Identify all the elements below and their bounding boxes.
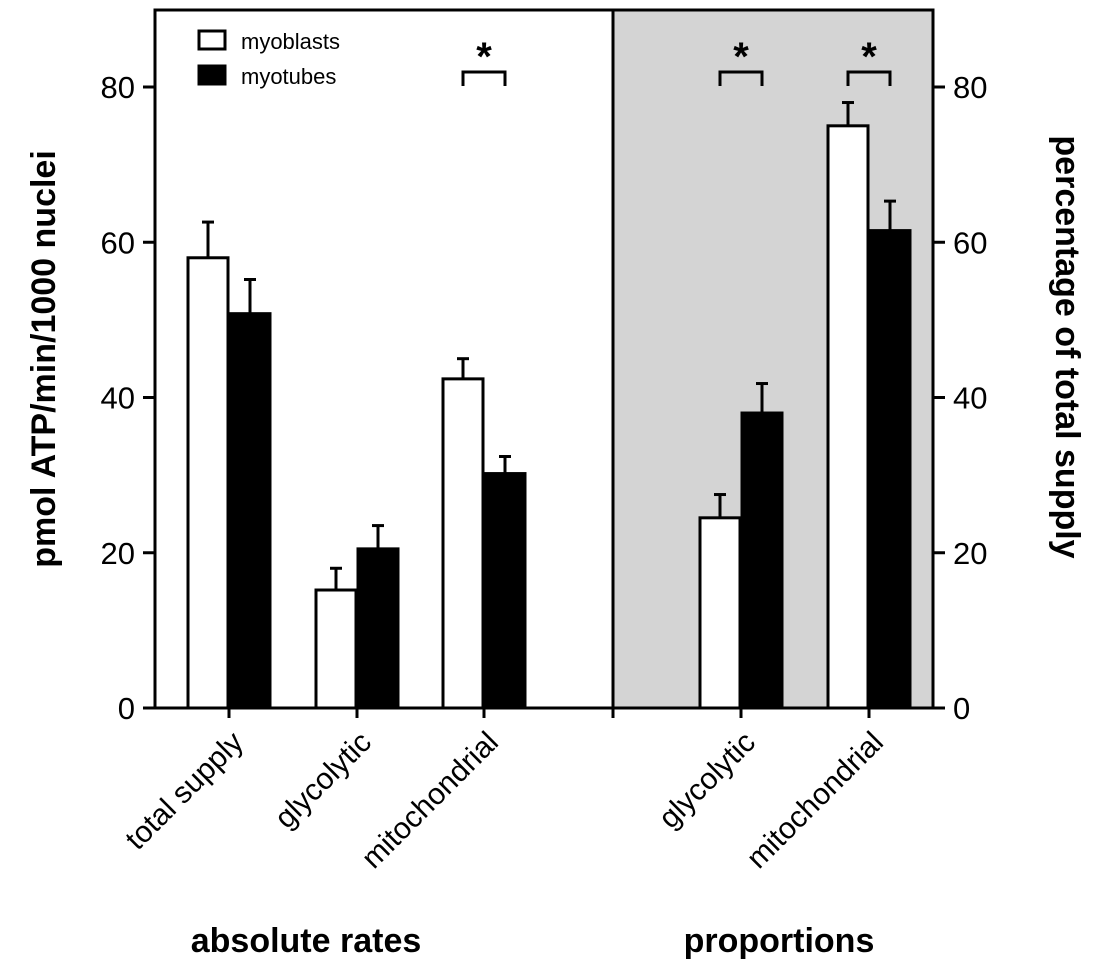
x-label-glycolytic: glycolytic xyxy=(269,726,378,835)
axes-layer: 0 0 20 20 40 40 60 60 80 80 xyxy=(101,8,987,726)
y-left-tick-label-40: 40 xyxy=(101,381,135,416)
bar-proportions-mitochondrial-myotubes xyxy=(868,229,912,710)
bar-proportions-glycolytic-myoblasts xyxy=(698,516,742,710)
bar-proportions-glycolytic-myotubes xyxy=(740,411,784,710)
y-right-axis-title: percentage of total supply xyxy=(1048,135,1086,558)
significance-star-mitochondrial: * xyxy=(476,35,492,79)
y-left-tick-label-20: 20 xyxy=(101,536,135,571)
y-left-tick-label-60: 60 xyxy=(101,225,135,260)
group-title-absolute-rates: absolute rates xyxy=(191,922,422,960)
x-label-total-supply: total supply xyxy=(119,726,250,857)
bar-proportions-mitochondrial-myoblasts xyxy=(826,124,870,710)
legend: myoblasts myotubes xyxy=(197,29,340,89)
significance-bracket-mitochondrial xyxy=(461,70,507,86)
x-label-mitochondrial: mitochondrial xyxy=(740,726,889,875)
significance-star-glycolytic: * xyxy=(733,35,749,79)
y-right-tick-label-80: 80 xyxy=(953,70,987,105)
y-right-tick-label-60: 60 xyxy=(953,225,987,260)
x-label-mitochondrial: mitochondrial xyxy=(355,726,504,875)
legend-swatch-myoblasts xyxy=(197,29,227,51)
bar-absolute-rates-total-supply-myotubes xyxy=(228,312,272,710)
significance-bracket-mitochondrial xyxy=(846,70,892,86)
y-right-tick-label-0: 0 xyxy=(953,691,970,726)
legend-label-myoblasts: myoblasts xyxy=(241,29,340,54)
significance-layer: * * * xyxy=(461,35,892,86)
y-right-tick-label-40: 40 xyxy=(953,381,987,416)
y-left-tick-label-80: 80 xyxy=(101,70,135,105)
bar-absolute-rates-mitochondrial-myoblasts xyxy=(441,377,485,710)
significance-bracket-glycolytic xyxy=(718,70,764,86)
x-label-glycolytic: glycolytic xyxy=(653,726,762,835)
bar-absolute-rates-glycolytic-myoblasts xyxy=(314,588,358,710)
group-title-proportions: proportions xyxy=(684,922,875,960)
bars-layer xyxy=(186,124,912,710)
y-left-axis-title: pmol ATP/min/1000 nuclei xyxy=(25,150,63,568)
y-left-tick-label-0: 0 xyxy=(118,691,135,726)
legend-swatch-myotubes xyxy=(197,64,227,86)
y-right-tick-label-20: 20 xyxy=(953,536,987,571)
error-bars-layer xyxy=(202,101,896,591)
bar-absolute-rates-glycolytic-myotubes xyxy=(356,547,400,710)
significance-star-mitochondrial: * xyxy=(861,35,877,79)
plot-frame xyxy=(153,8,935,710)
bar-absolute-rates-mitochondrial-myotubes xyxy=(483,472,527,710)
bar-absolute-rates-total-supply-myoblasts xyxy=(186,256,230,710)
legend-label-myotubes: myotubes xyxy=(241,64,336,89)
